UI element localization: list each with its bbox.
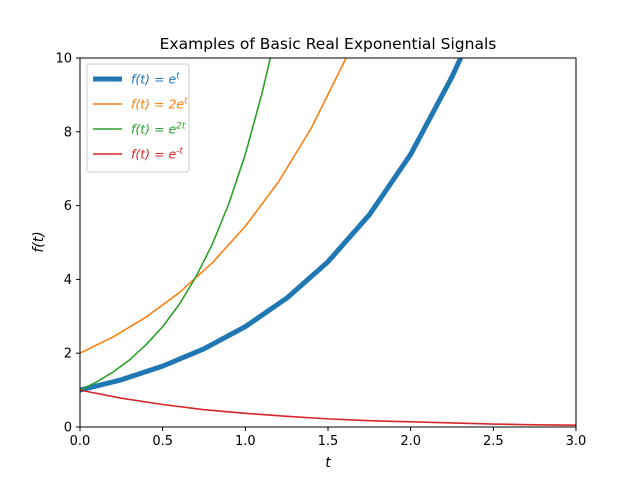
series-line-4 <box>80 389 576 426</box>
y-axis-ticks: 0 2 4 6 8 10 <box>55 52 80 436</box>
y-tick-label: 6 <box>64 199 72 214</box>
x-tick-label: 2.5 <box>483 434 504 449</box>
series-layer <box>80 58 576 426</box>
legend-label-3: f(t) = e2t <box>131 122 186 137</box>
x-tick-label: 3.0 <box>566 434 587 449</box>
legend-box <box>86 63 190 173</box>
x-tick-label: 0.5 <box>152 434 173 449</box>
legend: f(t) = et f(t) = 2et f(t) = e2t f(t) = e-t <box>86 63 190 173</box>
legend-label-4: f(t) = e-t <box>131 147 183 162</box>
x-axis-label: t <box>325 455 331 471</box>
series-line-2 <box>80 58 347 354</box>
y-axis-label: f(t) <box>31 231 47 252</box>
y-tick-label: 4 <box>64 273 72 288</box>
y-tick-label: 2 <box>64 347 72 362</box>
series-line-1 <box>80 58 463 393</box>
chart-title: Examples of Basic Real Exponential Signa… <box>160 35 497 53</box>
y-tick-label: 8 <box>64 125 72 140</box>
x-tick-label: 0.0 <box>70 434 91 449</box>
y-tick-label: 10 <box>55 52 72 67</box>
x-tick-label: 2.0 <box>400 434 421 449</box>
x-tick-label: 1.5 <box>318 434 339 449</box>
x-axis-ticks: 0.0 0.5 1.0 1.5 2.0 2.5 3.0 <box>70 427 587 449</box>
legend-label-1: f(t) = et <box>131 72 180 87</box>
series-line-3 <box>80 58 272 391</box>
legend-label-2: f(t) = 2et <box>131 97 188 112</box>
x-tick-label: 1.0 <box>235 434 256 449</box>
y-tick-label: 0 <box>64 421 72 436</box>
